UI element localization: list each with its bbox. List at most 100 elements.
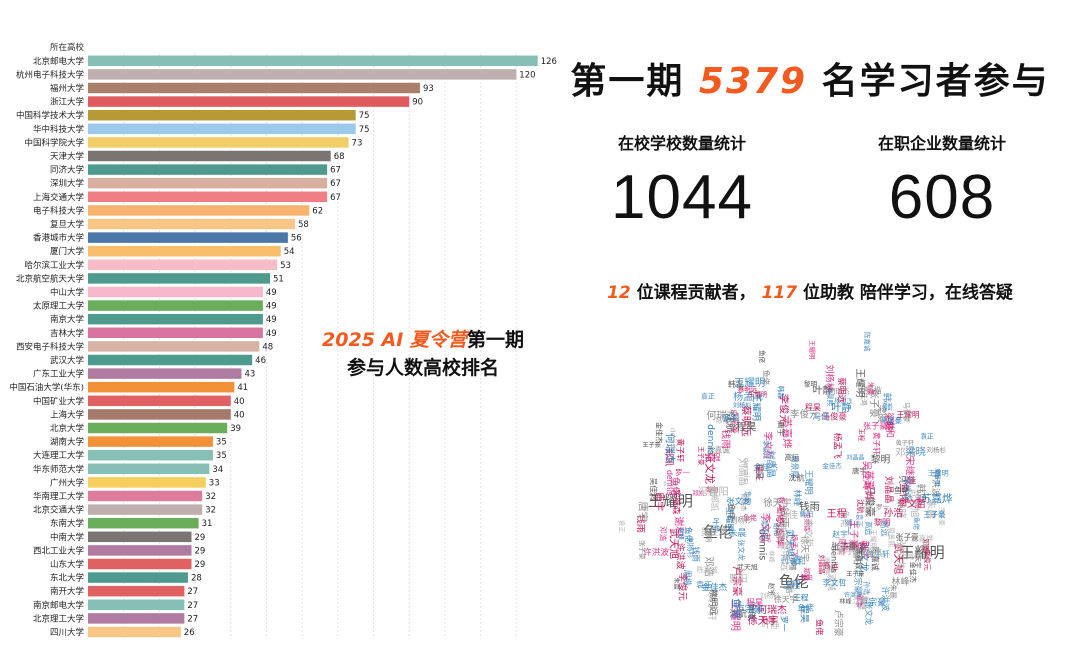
cloud-word: 高远: [862, 500, 873, 518]
cloud-word: 武天旭: [892, 543, 905, 574]
cloud-word: 卢宗豪: [832, 610, 844, 637]
bar: [88, 436, 213, 447]
bar: [88, 218, 296, 230]
value-label: 31: [202, 519, 213, 529]
cloud-word: dennis: [705, 424, 716, 455]
cloud-word: 袁正: [696, 579, 712, 589]
cloud-word: 王程: [827, 508, 847, 520]
category-label: 广东工业大学: [33, 369, 85, 380]
bar: [88, 177, 328, 189]
cloud-word: 金佳杰: [654, 422, 663, 444]
bar: [88, 381, 235, 393]
cloud-word: 刘晶晶: [846, 453, 864, 461]
cloud-word: 何瑞杰: [739, 493, 747, 511]
category-label: 中国石油大学(华东): [9, 382, 84, 393]
cloud-word: 王子豪: [923, 510, 945, 519]
value-label: 40: [234, 397, 245, 407]
cloud-word: 李俊元: [923, 549, 932, 570]
cloud-word: 陈嘉诚: [863, 332, 872, 352]
category-label: 上海交通大学: [33, 192, 85, 203]
cloud-word: 武天旭: [909, 489, 921, 518]
value-label: 75: [359, 125, 370, 135]
cloud-word: 罗一: [876, 503, 890, 511]
cloud-word: 王程: [704, 452, 721, 462]
cloud-word: 鱼佬: [744, 491, 753, 505]
cloud-word: 朱晨: [673, 578, 681, 590]
cloud-word: 鱼佬: [897, 483, 910, 504]
cloud-word: 刘杨杉: [760, 591, 780, 600]
cloud-word: 叶静: [712, 518, 721, 532]
bar: [88, 490, 203, 502]
category-label: 西北工业大学: [33, 545, 85, 556]
cloud-word: 谢和: [884, 420, 896, 438]
category-label: 中国科学技术大学: [16, 110, 85, 121]
cloud-word: 宋继森: [803, 512, 812, 532]
cloud-word: 苏嘉烨: [780, 418, 793, 449]
value-label: 39: [230, 424, 241, 434]
cloud-word: 鱼佬: [776, 507, 785, 521]
cloud-word: 高远: [823, 561, 839, 571]
school-count-label: 在校学校数量统计: [617, 134, 746, 153]
cloud-word: 王子豪: [848, 520, 860, 549]
cloud-word: 高远: [864, 521, 873, 535]
value-label: 27: [187, 614, 198, 624]
cloud-word: 宋继森: [904, 456, 917, 486]
category-label: 哈尔滨工业大学: [24, 260, 84, 271]
school-count-value: 1044: [611, 163, 753, 232]
cloud-word: 唐宇: [636, 501, 649, 522]
cloud-word: 林峰: [791, 489, 803, 507]
category-label: 北京理工大学: [33, 613, 85, 624]
cloud-word: 叶静: [831, 401, 851, 414]
bar: [88, 286, 263, 298]
cloud-word: 罗一: [675, 468, 690, 477]
cloud-word: 马俊豪: [880, 416, 902, 425]
cloud-word: 何瑞杰: [757, 603, 787, 616]
value-label: 90: [412, 98, 423, 108]
cloud-word: 刘杨杉: [686, 537, 695, 558]
cloud-word: 鱼佬: [894, 485, 910, 495]
cloud-word: 黎明: [706, 486, 718, 494]
cloud-word: 王子豪: [846, 570, 864, 578]
chart-subtitle: 参与人数高校排名: [346, 357, 499, 379]
cloud-word: 李俊元: [790, 409, 819, 421]
cloud-word: 杨孟飞: [733, 390, 763, 403]
bar: [88, 69, 517, 80]
bar: [88, 313, 263, 325]
category-label: 中国科学院大学: [24, 137, 84, 148]
cloud-word: 张子豪: [868, 389, 880, 418]
cloud-word: 沈航: [724, 413, 737, 433]
value-label: 67: [330, 166, 341, 176]
cloud-word: 张文龙: [894, 540, 907, 569]
value-label: 48: [262, 342, 273, 352]
category-label: 浙江大学: [50, 97, 85, 108]
cloud-word: 唐宇: [653, 492, 665, 511]
value-label: 29: [195, 533, 206, 543]
cloud-word: 黄子轩: [866, 549, 890, 559]
cloud-word: 张文龙: [704, 453, 717, 485]
cloud-word: 冯佳: [698, 485, 718, 498]
cloud-word: 郑凯: [692, 489, 704, 497]
cloud-word: 陈嘉诚: [855, 548, 864, 570]
cloud-word: 谢和: [773, 523, 782, 537]
cloud-word: 邓浩: [856, 595, 865, 608]
cloud-word: 沈航: [856, 499, 865, 514]
cloud-word: dennis: [668, 428, 677, 453]
bar: [88, 558, 192, 570]
cloud-word: 梁晓: [905, 445, 926, 458]
value-label: 93: [423, 84, 434, 94]
category-label: 中南大学: [50, 532, 85, 543]
cloud-word: 叶静: [762, 619, 780, 631]
category-label: 北京交通大学: [33, 505, 85, 516]
cloud-word: 鱼佬: [669, 477, 681, 497]
chart-title: 2025 AI 夏令营第一期 参与人数高校排名: [300, 326, 546, 382]
cloud-word: 张子豪: [831, 541, 857, 553]
cloud-word: 刘杨杉: [730, 516, 752, 525]
cloud-word: 孙浩: [762, 616, 776, 625]
cloud-word: 郑凯: [776, 535, 784, 549]
cloud-word: 邓浩: [703, 557, 715, 577]
cloud-word: 蔡明远: [707, 589, 719, 615]
value-label: 35: [216, 438, 227, 448]
bar: [88, 449, 213, 461]
cloud-word: 林峰: [839, 598, 851, 606]
